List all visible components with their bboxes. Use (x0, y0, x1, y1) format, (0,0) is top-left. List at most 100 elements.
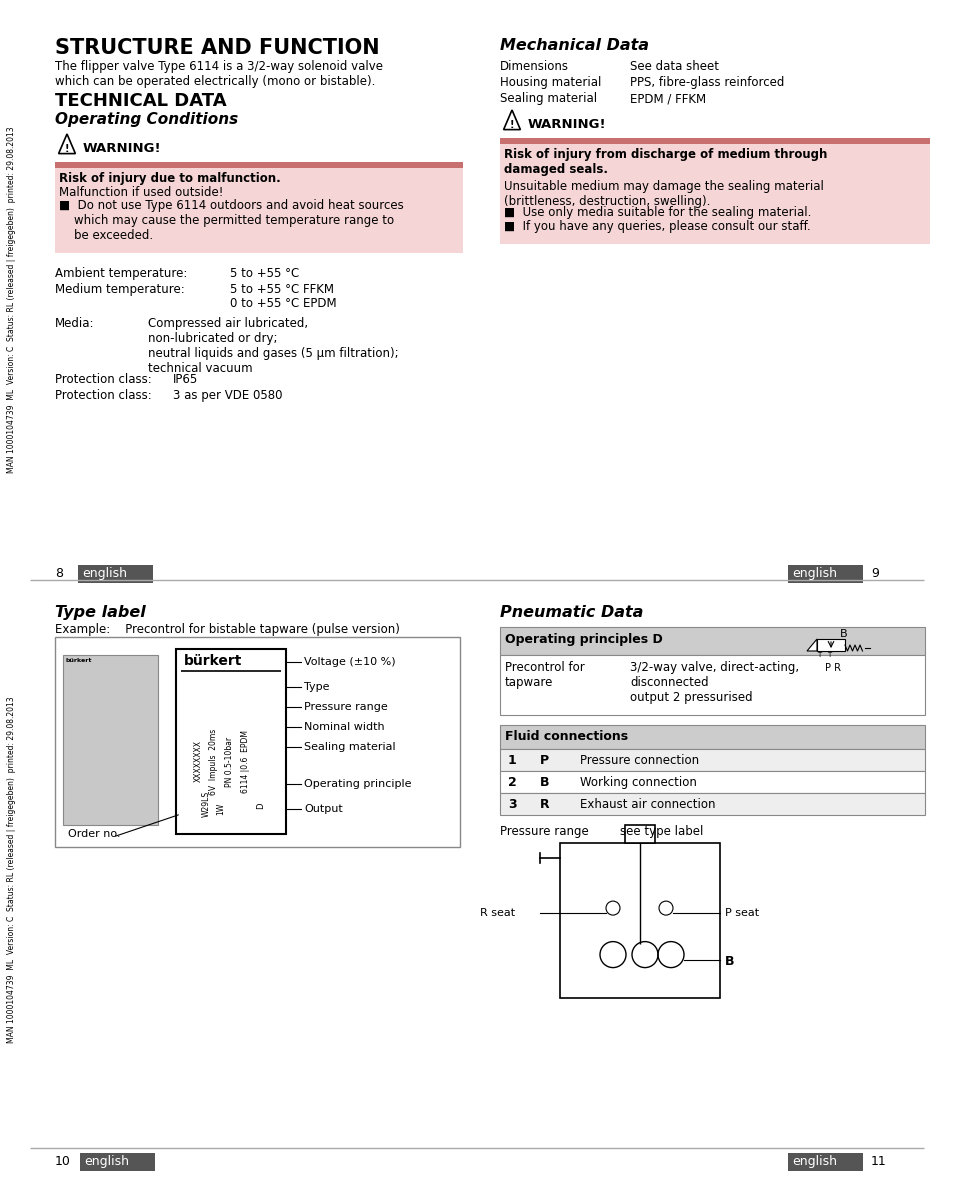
Text: see type label: see type label (619, 825, 702, 838)
Text: TECHNICAL DATA: TECHNICAL DATA (55, 92, 227, 110)
Text: 8: 8 (55, 567, 63, 580)
Text: !: ! (509, 121, 514, 130)
Text: ■  If you have any queries, please consult our staff.: ■ If you have any queries, please consul… (503, 220, 810, 233)
Text: Risk of injury from discharge of medium through
damaged seals.: Risk of injury from discharge of medium … (503, 148, 826, 176)
Bar (80, 1152, 154, 1171)
Text: PN 0.5-10bar: PN 0.5-10bar (225, 736, 234, 786)
Bar (55, 162, 462, 168)
Text: Pressure range: Pressure range (499, 825, 588, 838)
Text: bürkert: bürkert (184, 654, 242, 668)
Text: Voltage (±10 %): Voltage (±10 %) (304, 657, 395, 667)
Bar (816, 639, 844, 651)
Bar (499, 144, 929, 243)
Text: 0 to +55 °C EPDM: 0 to +55 °C EPDM (230, 297, 336, 310)
Text: Compressed air lubricated,
non-lubricated or dry;
neutral liquids and gases (5 μ: Compressed air lubricated, non-lubricate… (148, 317, 398, 375)
Text: Order no.: Order no. (68, 829, 120, 839)
Bar (499, 793, 924, 816)
Text: EPDM / FFKM: EPDM / FFKM (629, 92, 705, 105)
Text: 3/2-way valve, direct-acting,
disconnected
output 2 pressurised: 3/2-way valve, direct-acting, disconnect… (629, 661, 799, 704)
Text: MAN 1000104739  ML  Version: C  Status: RL (released | freigegeben)  printed: 29: MAN 1000104739 ML Version: C Status: RL … (8, 696, 16, 1044)
Text: ■  Use only media suitable for the sealing material.: ■ Use only media suitable for the sealin… (503, 206, 810, 219)
Text: 3 as per VDE 0580: 3 as per VDE 0580 (172, 389, 282, 402)
Text: Ambient temperature:: Ambient temperature: (55, 267, 187, 280)
Bar (499, 749, 924, 771)
Text: Risk of injury due to malfunction.: Risk of injury due to malfunction. (59, 173, 280, 186)
Text: XXXXXXXX: XXXXXXXX (193, 740, 202, 782)
Text: Sealing material: Sealing material (304, 742, 395, 752)
Text: Media:: Media: (55, 317, 94, 330)
Text: Pressure connection: Pressure connection (579, 754, 699, 767)
Text: 5 to +55 °C: 5 to +55 °C (230, 267, 299, 280)
Text: See data sheet: See data sheet (629, 60, 719, 73)
Text: B: B (539, 777, 549, 790)
Polygon shape (503, 110, 519, 130)
Text: IP65: IP65 (172, 374, 198, 387)
Text: STRUCTURE AND FUNCTION: STRUCTURE AND FUNCTION (55, 38, 379, 58)
Text: PPS, fibre-glass reinforced: PPS, fibre-glass reinforced (629, 76, 783, 89)
Text: 1W: 1W (216, 803, 225, 816)
Text: P seat: P seat (724, 908, 759, 918)
Text: P R: P R (824, 663, 841, 673)
Text: bürkert: bürkert (66, 658, 92, 663)
Text: 11: 11 (870, 1155, 886, 1168)
Text: The flipper valve Type 6114 is a 3/2-way solenoid valve
which can be operated el: The flipper valve Type 6114 is a 3/2-way… (55, 60, 382, 87)
Bar (175, 649, 286, 834)
Text: Sealing material: Sealing material (499, 92, 597, 105)
Text: MAN 1000104739  ML  Version: C  Status: RL (released | freigegeben)  printed: 29: MAN 1000104739 ML Version: C Status: RL … (8, 126, 16, 473)
Text: Nominal width: Nominal width (304, 722, 384, 732)
Text: 1: 1 (507, 754, 517, 767)
Bar (624, 825, 655, 843)
Text: 10: 10 (55, 1155, 71, 1168)
Text: 3: 3 (507, 798, 517, 811)
Bar (499, 655, 924, 715)
Text: Medium temperature:: Medium temperature: (55, 282, 185, 296)
Text: Exhaust air connection: Exhaust air connection (579, 798, 715, 811)
Text: Type: Type (304, 682, 329, 691)
Bar (787, 1152, 862, 1171)
Text: Operating principles D: Operating principles D (504, 634, 662, 647)
Text: english: english (791, 1155, 836, 1168)
Text: B: B (724, 955, 734, 968)
Text: Operating Conditions: Operating Conditions (55, 112, 238, 126)
Text: Precontrol for
tapware: Precontrol for tapware (504, 661, 584, 689)
Text: 2: 2 (507, 777, 517, 790)
Text: WARNING!: WARNING! (83, 142, 161, 155)
Text: Example:    Precontrol for bistable tapware (pulse version): Example: Precontrol for bistable tapware… (55, 623, 399, 636)
Text: W29LS: W29LS (201, 791, 211, 817)
Text: Type label: Type label (55, 605, 146, 621)
Text: Operating principle: Operating principle (304, 779, 411, 790)
Bar (559, 843, 720, 998)
Text: Protection class:: Protection class: (55, 374, 152, 387)
Text: Malfunction if used outside!: Malfunction if used outside! (59, 186, 223, 199)
Text: english: english (82, 567, 127, 580)
Text: Unsuitable medium may damage the sealing material
(brittleness, destruction, swe: Unsuitable medium may damage the sealing… (503, 180, 823, 208)
Text: 5 to +55 °C FFKM: 5 to +55 °C FFKM (230, 282, 334, 296)
Bar (787, 565, 862, 583)
Text: Fluid connections: Fluid connections (504, 730, 627, 743)
Text: Mechanical Data: Mechanical Data (499, 38, 648, 53)
Text: R seat: R seat (479, 908, 515, 918)
Bar (499, 771, 924, 793)
Text: 6V  Impuls  20ms: 6V Impuls 20ms (210, 728, 218, 794)
Text: Pressure range: Pressure range (304, 702, 387, 712)
Text: R: R (539, 798, 549, 811)
Text: ■  Do not use Type 6114 outdoors and avoid heat sources
    which may cause the : ■ Do not use Type 6114 outdoors and avoi… (59, 199, 403, 242)
Bar (55, 637, 459, 847)
Text: Dimensions: Dimensions (499, 60, 568, 73)
Bar (78, 565, 152, 583)
Text: 6114 |0.6  EPDM: 6114 |0.6 EPDM (241, 730, 251, 793)
Text: Output: Output (304, 804, 342, 814)
Bar (499, 138, 929, 144)
Polygon shape (58, 134, 75, 154)
Text: Pneumatic Data: Pneumatic Data (499, 605, 642, 621)
Bar (63, 655, 158, 825)
Text: Housing material: Housing material (499, 76, 600, 89)
Polygon shape (806, 639, 816, 651)
Bar (55, 168, 462, 253)
Text: WARNING!: WARNING! (527, 118, 606, 131)
Text: D: D (256, 803, 265, 810)
Text: 9: 9 (870, 567, 878, 580)
Text: T: T (816, 652, 821, 658)
Text: !: ! (65, 144, 70, 155)
Text: T: T (826, 652, 830, 658)
